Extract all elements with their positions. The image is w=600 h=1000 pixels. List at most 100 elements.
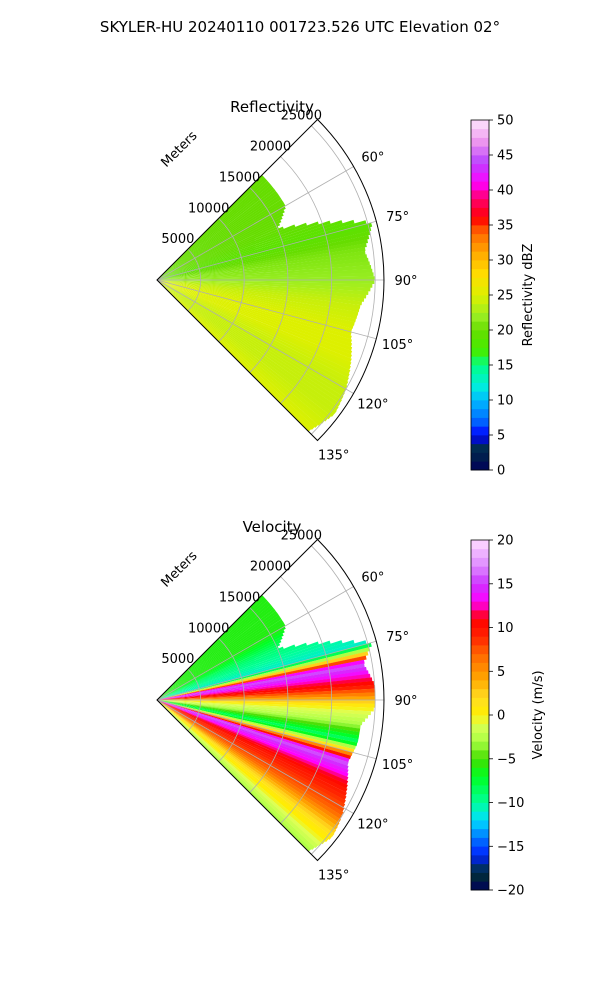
azimuth-tick-label: 135° [318, 449, 349, 464]
field-wedge [157, 700, 338, 830]
field-wedge [157, 280, 352, 340]
colorbar-tick-label: −15 [497, 840, 524, 855]
field-wedge [157, 688, 376, 700]
colorbar-segment [471, 820, 489, 830]
field-wedge [157, 280, 353, 347]
azimuth-tick-label: 90° [394, 274, 417, 289]
colorbar-tick-label: 30 [497, 254, 514, 269]
reflectivity-colorbar: Reflectivity dBZ 0 5 10 15 20 25 30 35 40 45 50 [470, 114, 536, 479]
range-tick-label: 10000 [188, 201, 229, 216]
colorbar-segment [471, 881, 489, 891]
field-wedge [157, 700, 345, 812]
field-wedge [157, 700, 337, 834]
range-tick-label: 15000 [219, 590, 260, 605]
field-wedge [157, 606, 274, 700]
field-wedge [157, 647, 371, 700]
colorbar-segment [471, 321, 489, 331]
colorbar-segment [471, 863, 489, 873]
field-wedge [157, 280, 344, 400]
colorbar-segment [471, 382, 489, 392]
colorbar-segment [471, 128, 489, 138]
field-wedge [157, 643, 281, 700]
velocity-colorbar: Velocity (m/s) −20 −15 −10 −5 0 5 10 15 20 [470, 534, 546, 899]
colorbar-segment [471, 872, 489, 882]
field-wedge [157, 280, 322, 426]
field-wedge [157, 612, 279, 700]
colorbar-tick-label: 0 [497, 709, 505, 724]
colorbar-segment [471, 758, 489, 768]
field-wedge [157, 700, 349, 770]
field-wedge [157, 194, 281, 280]
field-wedge [157, 617, 282, 700]
field-wedge [157, 280, 345, 397]
colorbar-tick-label: 45 [497, 149, 514, 164]
range-axis-label: Meters [159, 548, 201, 590]
field-wedge [157, 619, 283, 700]
colorbar-label: Reflectivity dBZ [521, 244, 536, 347]
field-wedge [157, 219, 282, 280]
field-wedge [157, 700, 315, 850]
field-wedge [157, 700, 358, 747]
field-wedge [157, 700, 322, 847]
field-wedge [157, 280, 353, 355]
field-wedge [157, 188, 276, 280]
field-wedge [157, 646, 284, 700]
colorbar-segment [471, 785, 489, 795]
colorbar-segment [471, 732, 489, 742]
field-wedge [157, 700, 341, 823]
range-tick-label: 25000 [281, 529, 322, 544]
grid [156, 125, 384, 435]
field-wedge [157, 223, 281, 280]
colorbar-segment [471, 120, 489, 130]
colorbar-segment [471, 251, 489, 261]
colorbar-segment [471, 295, 489, 305]
field-wedge [157, 180, 270, 280]
field-wedge [157, 247, 366, 280]
field-wedge [157, 700, 356, 750]
field-wedge [157, 280, 352, 363]
colorbar-tick-label: 20 [497, 324, 514, 339]
colorbar-segment [471, 461, 489, 471]
colorbar-segment [471, 592, 489, 602]
colorbar-segment [471, 242, 489, 252]
colorbar-segment [471, 811, 489, 821]
colorbar-segment [471, 715, 489, 725]
colorbar-tick-label: 5 [497, 665, 505, 680]
colorbar-segment [471, 207, 489, 217]
colorbar-tick-label: 15 [497, 359, 514, 374]
field-wedge [157, 700, 329, 843]
field-wedge [157, 621, 285, 700]
field-wedge [157, 280, 342, 404]
field-wedge [157, 700, 359, 743]
field-wedge [157, 700, 348, 789]
colorbar-segment [471, 846, 489, 856]
range-tick-label: 20000 [250, 140, 291, 155]
field-wedge [157, 216, 283, 280]
colorbar-segment [471, 680, 489, 690]
colorbar-segment [471, 741, 489, 751]
field-wedge [157, 280, 352, 344]
field-wedge [157, 272, 374, 280]
field-wedge [157, 213, 284, 280]
field-wedge [157, 640, 331, 700]
field-wedge [157, 636, 283, 700]
colorbar-tick-label: 40 [497, 184, 514, 199]
field-wedge [157, 192, 279, 280]
field-wedge [157, 700, 349, 777]
field-wedge [157, 670, 369, 700]
colorbar-tick-label: 15 [497, 577, 514, 592]
field-wedge [157, 700, 344, 816]
reflectivity-panel: Reflectivity Meters 5000 10000 15000 20000 2… [156, 98, 418, 464]
field-wedge [157, 201, 285, 280]
colorbar-segment [471, 233, 489, 243]
field-wedge [157, 614, 281, 700]
colorbar-segment [471, 181, 489, 191]
panel-title: Reflectivity [230, 98, 314, 116]
colorbar-tick-label: 0 [497, 464, 505, 479]
colorbar-segment [471, 828, 489, 838]
colorbar-segment [471, 286, 489, 296]
field-wedge [157, 659, 365, 700]
field-wedge [157, 280, 349, 386]
field-wedge [157, 610, 278, 700]
colorbar-tick-label: −20 [497, 884, 524, 899]
